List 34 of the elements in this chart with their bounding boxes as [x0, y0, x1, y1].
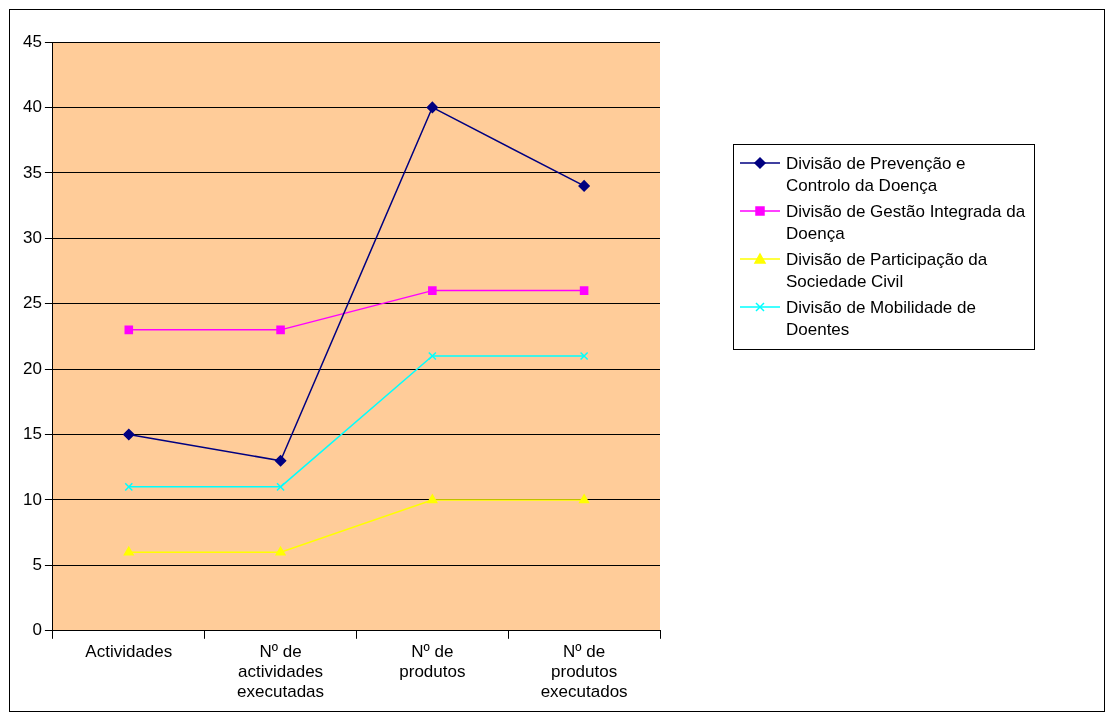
- point: [579, 351, 589, 361]
- y-tick-label: 25: [22, 293, 42, 313]
- y-tick-label: 5: [32, 555, 42, 575]
- y-tick-label: 15: [22, 424, 42, 444]
- point: [276, 325, 285, 335]
- point: [579, 494, 590, 504]
- point: [124, 325, 134, 335]
- x-tick-label: Nº de produtos executados: [540, 641, 628, 702]
- point: [428, 351, 437, 361]
- point: [276, 482, 285, 492]
- point: [579, 286, 589, 295]
- y-tick-label: 0: [32, 620, 42, 640]
- point: [123, 428, 135, 441]
- point: [578, 180, 590, 192]
- legend-label: Divisão de Participação da Sociedade Civil: [786, 249, 989, 293]
- point: [275, 546, 286, 556]
- x-tick-label: Nº de actividades executadas: [237, 641, 325, 702]
- point: [426, 101, 439, 114]
- x-tick-label: Actividades: [85, 641, 173, 661]
- y-tick-label: 20: [22, 358, 42, 378]
- x-tick-label: Nº de produtos: [399, 641, 466, 682]
- y-tick-label: 30: [22, 227, 42, 247]
- y-tick-label: 45: [22, 31, 42, 51]
- point: [124, 482, 134, 492]
- point: [428, 286, 437, 295]
- legend-label: Divisão de Prevenção e Controlo da Doença: [786, 153, 967, 197]
- legend-label: Divisão de Mobilidade de Doentes: [786, 297, 977, 341]
- y-tick-label: 40: [22, 97, 42, 117]
- point: [123, 546, 134, 556]
- point: [274, 454, 287, 467]
- legend-label: Divisão de Gestão Integrada da Doença: [786, 201, 1026, 245]
- point: [427, 494, 438, 504]
- y-tick-label: 35: [22, 162, 42, 182]
- y-tick-label: 10: [22, 489, 42, 509]
